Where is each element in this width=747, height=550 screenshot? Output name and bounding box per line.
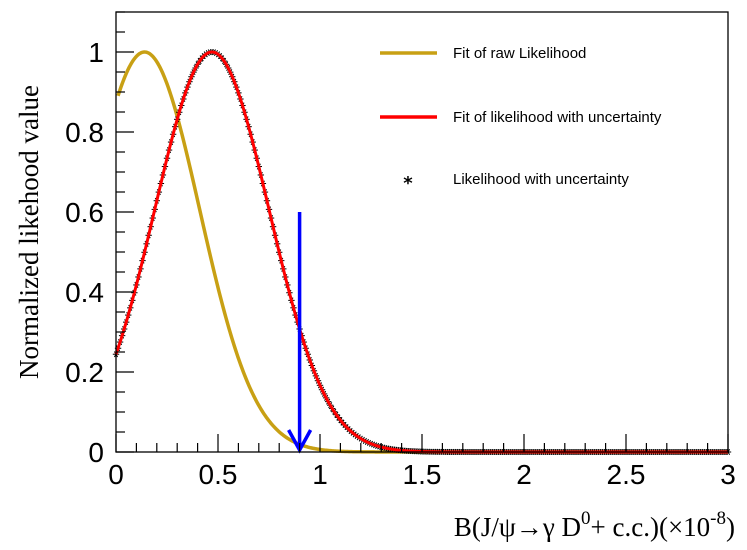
x-axis-title: B(J/ψ→γ D0+ c.c.)(×10-8) [454,508,735,542]
legend-markers-label: Likelihood with uncertainty [453,171,629,188]
x-tick-label: 0.5 [199,459,238,490]
y-tick-label: 0.4 [65,277,104,308]
x-axis-title-main: B(J/ψ→γ D [454,512,581,542]
y-tick-label: 0.2 [65,357,104,388]
legend-marker-swatch: * [403,173,413,194]
y-tick-label: 1 [88,37,104,68]
x-tick-label: 0 [108,459,124,490]
x-axis-title-end: ) [726,512,735,542]
y-axis-title: Normalized likehood value [14,85,44,379]
y-axis-tick-labels: 0 0.2 0.4 0.6 0.8 1 [65,37,104,468]
x-tick-label: 2 [516,459,532,490]
x-tick-label: 1 [312,459,328,490]
x-axis-title-sup1: -8 [710,508,726,529]
x-tick-label: 1.5 [403,459,442,490]
y-tick-label: 0 [88,437,104,468]
legend: Fit of raw Likelihood Fit of likelihood … [380,45,662,194]
y-tick-label: 0.8 [65,117,104,148]
x-tick-label: 3 [720,459,736,490]
x-axis-title-sup0: 0 [581,508,591,529]
x-axis-tick-labels: 0 0.5 1 1.5 2 2.5 3 [108,459,736,490]
legend-uncertainty-fit-label: Fit of likelihood with uncertainty [453,109,662,126]
x-axis-title-mid: + c.c.)(×10 [591,512,711,542]
y-tick-label: 0.6 [65,197,104,228]
x-axis-ticks [115,434,729,452]
legend-raw-fit-label: Fit of raw Likelihood [453,45,586,62]
x-tick-label: 2.5 [607,459,646,490]
y-axis-ticks [116,11,134,453]
